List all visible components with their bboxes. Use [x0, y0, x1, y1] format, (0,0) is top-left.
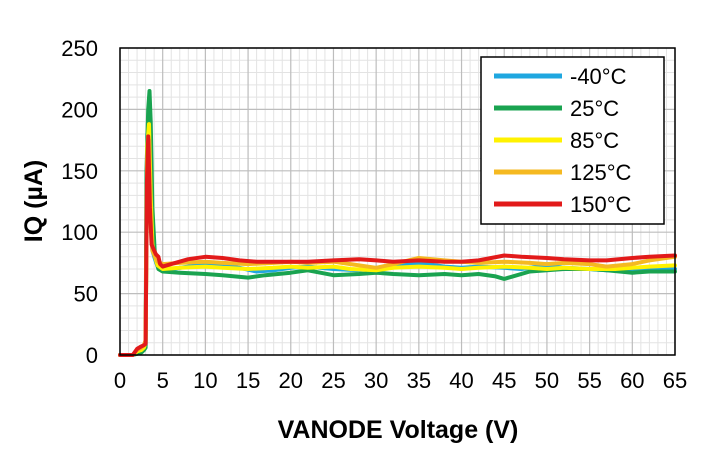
x-tick-label: 35 — [407, 368, 431, 393]
x-tick-label: 55 — [577, 368, 601, 393]
legend-label: 150°C — [570, 192, 632, 217]
x-tick-label: 45 — [492, 368, 516, 393]
x-tick-label: 40 — [449, 368, 473, 393]
legend-box — [480, 56, 665, 225]
x-tick-label: 25 — [321, 368, 345, 393]
x-tick-label: 50 — [535, 368, 559, 393]
legend-label: 125°C — [570, 160, 632, 185]
series-lines — [118, 89, 677, 357]
x-tick-label: 20 — [279, 368, 303, 393]
y-tick-label: 100 — [61, 220, 98, 245]
x-axis-title: VANODE Voltage (V) — [278, 416, 519, 444]
x-tick-label: 65 — [663, 368, 687, 393]
y-tick-label: 200 — [61, 97, 98, 122]
legend-label: -40°C — [570, 64, 627, 89]
x-tick-label: 30 — [364, 368, 388, 393]
legend-label: 25°C — [570, 96, 619, 121]
y-tick-label: 150 — [61, 159, 98, 184]
x-tick-label: 5 — [157, 368, 169, 393]
x-tick-label: 0 — [114, 368, 126, 393]
x-tick-label: 10 — [193, 368, 217, 393]
y-tick-label: 50 — [74, 282, 98, 307]
x-tick-labels: 0 5 10 15 20 25 30 35 40 45 50 55 60 65 — [114, 368, 687, 393]
series-line-150c — [118, 134, 677, 357]
y-tick-label: 0 — [86, 343, 98, 368]
plot-frame — [119, 47, 676, 356]
x-tick-label: 60 — [620, 368, 644, 393]
legend-label: 85°C — [570, 128, 619, 153]
legend: -40°C 25°C 85°C 125°C 150°C — [480, 56, 665, 225]
y-tick-label: 250 — [61, 36, 98, 61]
x-tick-label: 15 — [236, 368, 260, 393]
y-tick-labels: 0 50 100 150 200 250 — [61, 36, 98, 368]
y-axis-title: IQ (µA) — [20, 160, 48, 242]
